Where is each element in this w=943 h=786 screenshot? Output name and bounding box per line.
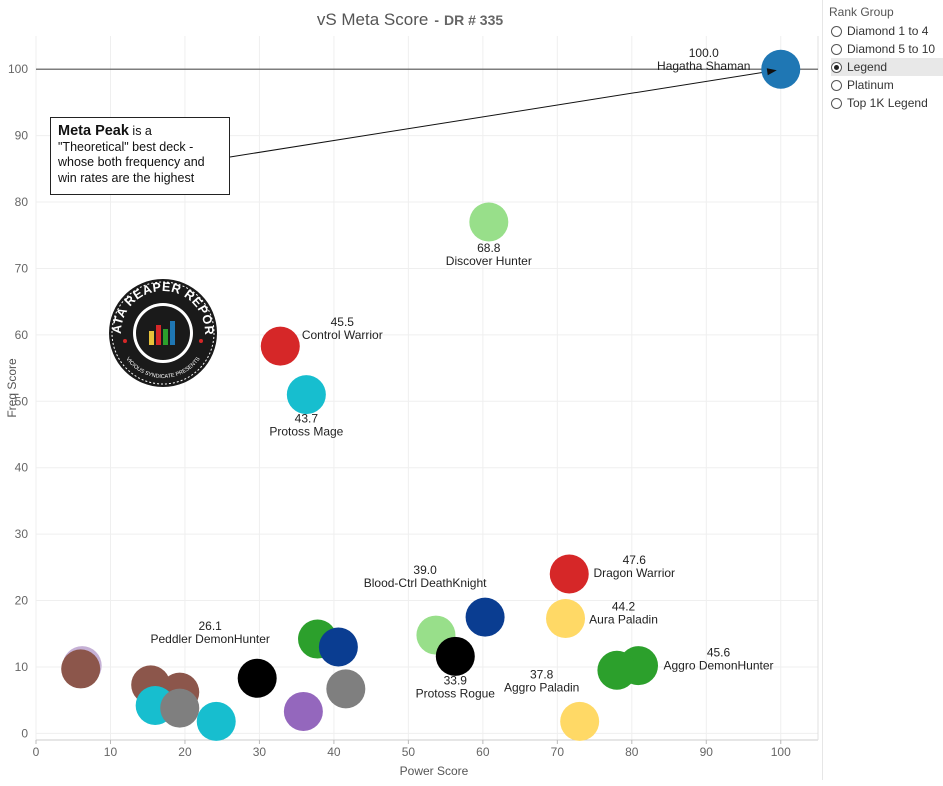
callout-line-1: is a bbox=[128, 124, 152, 138]
x-tick-label: 80 bbox=[625, 745, 639, 759]
x-tick-label: 30 bbox=[253, 745, 267, 759]
chart-title: vS Meta Score - DR # 335 bbox=[317, 10, 504, 29]
data-points bbox=[61, 49, 801, 741]
rank-group-legend: Rank Group Diamond 1 to 4 Diamond 5 to 1… bbox=[822, 0, 943, 780]
x-tick-label: 60 bbox=[476, 745, 490, 759]
x-tick-label: 20 bbox=[178, 745, 192, 759]
radio-icon[interactable] bbox=[831, 25, 842, 37]
data-point bbox=[237, 658, 277, 698]
legend-item-label: Diamond 1 to 4 bbox=[847, 24, 929, 38]
data-point bbox=[326, 669, 366, 709]
scatter-chart: 0 10 20 30 40 50 60 70 80 90 100 0 10 20 30 40 50 60 70 80 9… bbox=[5, 10, 819, 778]
data-value-label: 68.8 bbox=[477, 241, 501, 255]
data-value-label: 33.9 bbox=[444, 673, 468, 687]
data-point bbox=[435, 636, 475, 676]
data-point bbox=[469, 202, 509, 242]
data-value-label: 47.6 bbox=[623, 553, 647, 567]
callout-line-2: "Theoretical" best deck - bbox=[58, 139, 194, 154]
data-name-label: Peddler DemonHunter bbox=[150, 632, 269, 646]
data-value-label: 45.5 bbox=[331, 315, 355, 329]
data-name-label: Aggro Paladin bbox=[504, 680, 579, 694]
data-name-label: Dragon Warrior bbox=[593, 566, 675, 580]
chart-title-main: vS Meta Score bbox=[317, 10, 429, 29]
y-tick-label: 10 bbox=[15, 660, 29, 674]
legend-item-label: Top 1K Legend bbox=[847, 96, 928, 110]
data-name-label: Hagatha Shaman bbox=[657, 59, 750, 73]
data-point bbox=[286, 375, 326, 415]
x-axis-label: Power Score bbox=[400, 764, 469, 778]
data-name-label: Blood-Ctrl DeathKnight bbox=[364, 576, 487, 590]
annotation-arrow bbox=[229, 69, 777, 158]
data-value-label: 43.7 bbox=[295, 412, 319, 426]
data-point bbox=[597, 650, 637, 690]
x-tick-label: 0 bbox=[33, 745, 40, 759]
data-name-label: Aura Paladin bbox=[589, 612, 658, 626]
chart-subtitle: DR # 335 bbox=[444, 12, 503, 28]
y-tick-label: 20 bbox=[15, 594, 29, 608]
data-name-label: Control Warrior bbox=[302, 328, 383, 342]
legend-item-platinum[interactable]: Platinum bbox=[831, 76, 943, 94]
data-name-label: Protoss Rogue bbox=[416, 686, 496, 700]
data-point bbox=[196, 701, 236, 741]
y-tick-label: 70 bbox=[15, 261, 29, 275]
y-tick-label: 60 bbox=[15, 328, 29, 342]
callout-line-3: whose both frequency and bbox=[58, 155, 205, 169]
data-point bbox=[465, 597, 505, 637]
data-reaper-logo: DATA REAPER REPORT VICIOUS SYNDICATE PRE… bbox=[109, 279, 217, 387]
meta-peak-callout: Meta Peak is a "Theoretical" best deck -… bbox=[50, 117, 230, 195]
data-point bbox=[61, 649, 101, 689]
legend-title: Rank Group bbox=[829, 5, 894, 19]
data-name-label: Discover Hunter bbox=[446, 254, 532, 268]
legend-item-diamond-5-10[interactable]: Diamond 5 to 10 bbox=[831, 40, 943, 58]
radio-icon[interactable] bbox=[831, 79, 842, 91]
data-point bbox=[549, 554, 589, 594]
legend-item-top-1k-legend[interactable]: Top 1K Legend bbox=[831, 94, 943, 112]
arrow-head-icon bbox=[766, 68, 777, 76]
data-point bbox=[761, 49, 801, 89]
y-tick-label: 50 bbox=[15, 394, 29, 408]
data-value-label: 39.0 bbox=[413, 563, 437, 577]
y-tick-label: 100 bbox=[8, 62, 28, 76]
radio-icon[interactable] bbox=[831, 97, 842, 109]
y-axis-label: Freq Score bbox=[5, 358, 19, 418]
axes: 0 10 20 30 40 50 60 70 80 90 100 0 10 20 30 40 50 60 70 80 9… bbox=[8, 36, 819, 759]
legend-item-legend[interactable]: Legend bbox=[831, 58, 943, 76]
data-point bbox=[318, 627, 358, 667]
data-name-label: Protoss Mage bbox=[269, 425, 343, 439]
data-point bbox=[283, 691, 323, 731]
data-value-label: 37.8 bbox=[530, 667, 554, 681]
legend-item-label: Platinum bbox=[847, 78, 894, 92]
data-name-label: Aggro DemonHunter bbox=[663, 659, 773, 673]
legend-item-diamond-1-4[interactable]: Diamond 1 to 4 bbox=[831, 22, 943, 40]
data-value-label: 26.1 bbox=[199, 619, 223, 633]
data-point bbox=[260, 326, 300, 366]
x-tick-label: 10 bbox=[104, 745, 118, 759]
callout-bold-title: Meta Peak bbox=[58, 123, 129, 139]
data-point bbox=[546, 598, 586, 638]
y-tick-label: 40 bbox=[15, 461, 29, 475]
legend-item-label: Legend bbox=[847, 60, 888, 74]
legend-item-label: Diamond 5 to 10 bbox=[847, 42, 936, 56]
data-value-label: 44.2 bbox=[612, 599, 636, 613]
data-value-label: 100.0 bbox=[689, 46, 719, 60]
y-tick-label: 30 bbox=[15, 527, 29, 541]
data-point bbox=[560, 701, 600, 741]
x-tick-label: 40 bbox=[327, 745, 341, 759]
x-tick-label: 100 bbox=[771, 745, 791, 759]
data-value-label: 45.6 bbox=[707, 646, 731, 660]
x-tick-label: 70 bbox=[551, 745, 565, 759]
x-tick-label: 90 bbox=[700, 745, 714, 759]
x-tick-label: 50 bbox=[402, 745, 416, 759]
y-tick-label: 0 bbox=[21, 726, 28, 740]
radio-selected-icon[interactable] bbox=[831, 61, 842, 73]
callout-line-4: win rates are the highest bbox=[58, 170, 195, 185]
y-tick-label: 80 bbox=[15, 195, 29, 209]
data-point bbox=[160, 688, 200, 728]
radio-icon[interactable] bbox=[831, 43, 842, 55]
y-tick-label: 90 bbox=[15, 129, 29, 143]
